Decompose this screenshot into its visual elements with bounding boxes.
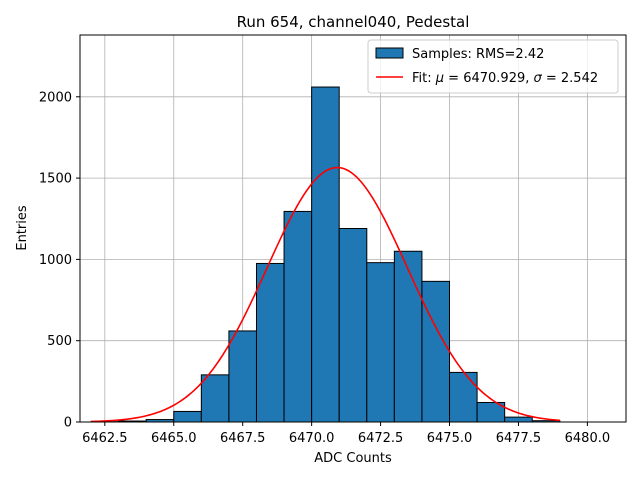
histogram-bar bbox=[450, 372, 478, 422]
y-tick-label: 1500 bbox=[39, 172, 72, 187]
y-axis-label: Entries bbox=[15, 205, 30, 251]
x-tick-label: 6477.5 bbox=[496, 431, 542, 446]
x-tick-label: 6467.5 bbox=[220, 431, 266, 446]
chart-title: Run 654, channel040, Pedestal bbox=[237, 13, 470, 31]
histogram-bar bbox=[505, 417, 533, 422]
legend-fit-prefix: Fit: bbox=[412, 71, 436, 86]
histogram-bar bbox=[229, 331, 257, 422]
histogram-bar bbox=[422, 281, 450, 422]
legend-fit-sigma-value: = 2.542 bbox=[542, 71, 598, 86]
y-tick-label: 500 bbox=[47, 334, 72, 349]
y-tick-label: 1000 bbox=[39, 253, 72, 268]
legend: Samples: RMS=2.42 Fit: μ = 6470.929, σ =… bbox=[368, 40, 618, 93]
histogram-bar bbox=[312, 87, 340, 422]
histogram-bar bbox=[201, 375, 229, 422]
x-tick-label: 6470.0 bbox=[289, 431, 335, 446]
legend-fit-mu-value: = 6470.929, bbox=[444, 71, 533, 86]
x-tick-label: 6472.5 bbox=[358, 431, 404, 446]
y-tick-label: 2000 bbox=[39, 90, 72, 105]
histogram-bar bbox=[394, 251, 422, 422]
histogram-bar bbox=[339, 229, 367, 423]
y-tick-label: 0 bbox=[64, 416, 72, 431]
legend-swatch-samples bbox=[376, 48, 403, 58]
x-tick-label: 6462.5 bbox=[82, 431, 128, 446]
x-tick-label: 6480.0 bbox=[565, 431, 611, 446]
histogram-bar bbox=[284, 211, 312, 422]
x-tick-label: 6475.0 bbox=[427, 431, 473, 446]
legend-label-samples: Samples: RMS=2.42 bbox=[412, 47, 544, 62]
x-tick-label: 6465.0 bbox=[151, 431, 197, 446]
x-axis-label: ADC Counts bbox=[314, 451, 392, 466]
histogram-bar bbox=[367, 263, 395, 422]
legend-label-fit: Fit: μ = 6470.929, σ = 2.542 bbox=[412, 71, 598, 86]
histogram-bar bbox=[174, 411, 202, 422]
histogram-bar bbox=[256, 263, 284, 422]
legend-fit-mu-symbol: μ bbox=[435, 71, 444, 86]
